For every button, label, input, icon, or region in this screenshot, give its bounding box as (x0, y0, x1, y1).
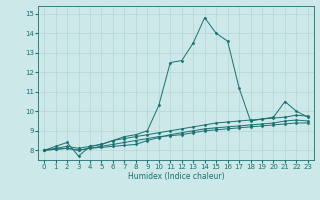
X-axis label: Humidex (Indice chaleur): Humidex (Indice chaleur) (128, 172, 224, 181)
